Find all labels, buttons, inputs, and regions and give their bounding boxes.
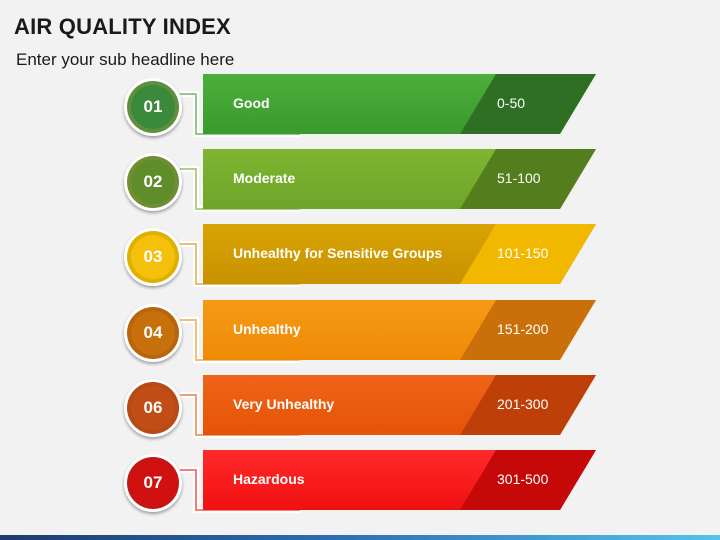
footer-accent-bar [0, 535, 720, 540]
page-title: AIR QUALITY INDEX [14, 14, 231, 39]
level-range: 201-300 [497, 395, 549, 412]
level-label: Unhealthy for Sensitive Groups [233, 245, 443, 262]
level-range: 301-500 [497, 471, 549, 487]
level-number: 04 [131, 310, 175, 355]
level-range: 101-150 [497, 245, 549, 262]
range-tab [460, 299, 596, 360]
level-number: 01 [131, 85, 175, 129]
aqi-level-row: 01 Good 0-50 [0, 72, 720, 142]
aqi-level-row: 03 Unhealthy for Sensitive Groups 101-150 [0, 222, 720, 292]
level-number: 06 [131, 385, 175, 430]
level-number: 02 [131, 160, 175, 205]
range-tab [460, 224, 596, 285]
level-label: Good [233, 95, 270, 111]
level-number-badge: 02 [124, 153, 182, 212]
aqi-level-row: 04 Unhealthy 151-200 [0, 298, 720, 368]
aqi-level-row: 07 Hazardous 301-500 [0, 448, 720, 518]
range-tab [460, 450, 596, 510]
level-range: 51-100 [497, 170, 541, 187]
level-number: 07 [131, 461, 175, 505]
aqi-level-row: 02 Moderate 51-100 [0, 147, 720, 217]
band-graphic [180, 149, 596, 213]
level-label: Hazardous [233, 471, 305, 487]
level-label: Moderate [233, 170, 296, 187]
band-graphic [180, 74, 596, 137]
level-label: Unhealthy [233, 320, 301, 337]
band-graphic [180, 374, 596, 438]
page-subtitle: Enter your sub headline here [16, 50, 235, 69]
range-tab [460, 374, 596, 435]
level-number-badge: 01 [124, 78, 182, 136]
level-label: Very Unhealthy [233, 395, 335, 412]
level-number-badge: 03 [124, 228, 182, 287]
aqi-level-row: 06 Very Unhealthy 201-300 [0, 373, 720, 443]
band-graphic [180, 224, 596, 288]
level-number: 03 [131, 235, 175, 280]
level-number-badge: 06 [124, 378, 182, 437]
band-graphic [180, 450, 596, 513]
level-number-badge: 07 [124, 454, 182, 512]
range-tab [460, 74, 596, 134]
range-tab [460, 149, 596, 210]
band-graphic [180, 299, 596, 363]
level-range: 151-200 [497, 320, 549, 337]
level-range: 0-50 [497, 95, 526, 111]
level-number-badge: 04 [124, 303, 182, 362]
